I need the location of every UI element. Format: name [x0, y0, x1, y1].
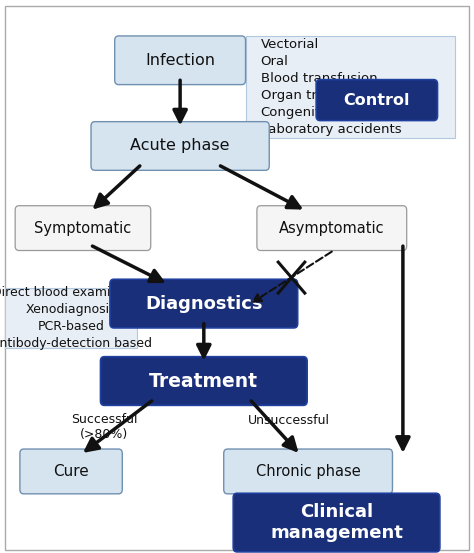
Text: Successful
(>80%): Successful (>80%) [71, 413, 137, 441]
Text: Acute phase: Acute phase [130, 138, 230, 154]
Text: Unsuccessful: Unsuccessful [248, 414, 330, 427]
FancyBboxPatch shape [100, 357, 307, 405]
FancyBboxPatch shape [246, 36, 455, 138]
FancyBboxPatch shape [15, 206, 151, 251]
FancyBboxPatch shape [110, 279, 298, 328]
Text: Clinical
management: Clinical management [270, 503, 403, 542]
FancyBboxPatch shape [5, 288, 137, 348]
Text: Chronic phase: Chronic phase [256, 464, 360, 479]
Text: Symptomatic: Symptomatic [34, 221, 132, 236]
FancyBboxPatch shape [316, 80, 438, 121]
Text: Cure: Cure [53, 464, 89, 479]
Text: Infection: Infection [145, 53, 215, 68]
FancyBboxPatch shape [233, 493, 440, 552]
Text: Control: Control [344, 92, 410, 108]
FancyBboxPatch shape [20, 449, 122, 494]
Text: Treatment: Treatment [149, 372, 258, 390]
FancyBboxPatch shape [115, 36, 246, 85]
FancyBboxPatch shape [224, 449, 392, 494]
Text: Asymptomatic: Asymptomatic [279, 221, 384, 236]
Text: Vectorial
Oral
Blood transfusion
Organ transplantation
Congenital
Laboratory acc: Vectorial Oral Blood transfusion Organ t… [261, 38, 408, 136]
FancyBboxPatch shape [257, 206, 407, 251]
Text: Direct blood examination
Xenodiagnosis
PCR-based
Antibody-detection based: Direct blood examination Xenodiagnosis P… [0, 286, 152, 350]
FancyBboxPatch shape [91, 122, 269, 170]
FancyBboxPatch shape [5, 6, 469, 550]
Text: Diagnostics: Diagnostics [145, 295, 263, 312]
